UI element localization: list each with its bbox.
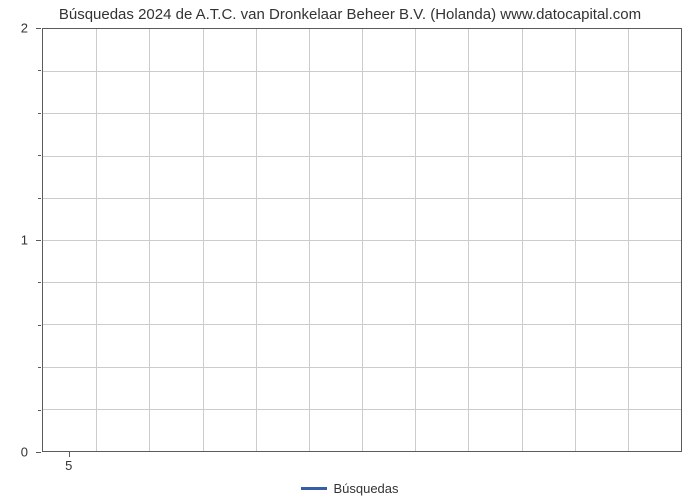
legend-swatch	[301, 487, 327, 490]
y-minor-tick-mark	[38, 155, 41, 156]
y-tick-label: 2	[0, 21, 28, 36]
grid-hline	[43, 367, 681, 368]
grid-hline	[43, 156, 681, 157]
plot-area	[42, 28, 682, 452]
y-minor-tick-mark	[38, 325, 41, 326]
grid-hline	[43, 71, 681, 72]
grid-hline	[43, 324, 681, 325]
legend-label: Búsquedas	[333, 481, 398, 496]
grid	[43, 29, 681, 451]
legend: Búsquedas	[0, 480, 700, 496]
y-tick-label: 1	[0, 233, 28, 248]
y-tick-label: 0	[0, 445, 28, 460]
y-tick-mark	[36, 452, 41, 453]
chart-container: Búsquedas 2024 de A.T.C. van Dronkelaar …	[0, 0, 700, 500]
grid-hline	[43, 240, 681, 241]
y-minor-tick-mark	[38, 113, 41, 114]
chart-title: Búsquedas 2024 de A.T.C. van Dronkelaar …	[0, 6, 700, 23]
grid-hline	[43, 113, 681, 114]
y-minor-tick-mark	[38, 367, 41, 368]
y-minor-tick-mark	[38, 198, 41, 199]
y-tick-mark	[36, 240, 41, 241]
grid-hline	[43, 198, 681, 199]
y-minor-tick-mark	[38, 410, 41, 411]
grid-hline	[43, 282, 681, 283]
grid-hline	[43, 409, 681, 410]
x-tick-label: 5	[65, 458, 72, 473]
y-minor-tick-mark	[38, 282, 41, 283]
y-tick-mark	[36, 28, 41, 29]
x-tick-mark	[69, 452, 70, 457]
y-minor-tick-mark	[38, 70, 41, 71]
